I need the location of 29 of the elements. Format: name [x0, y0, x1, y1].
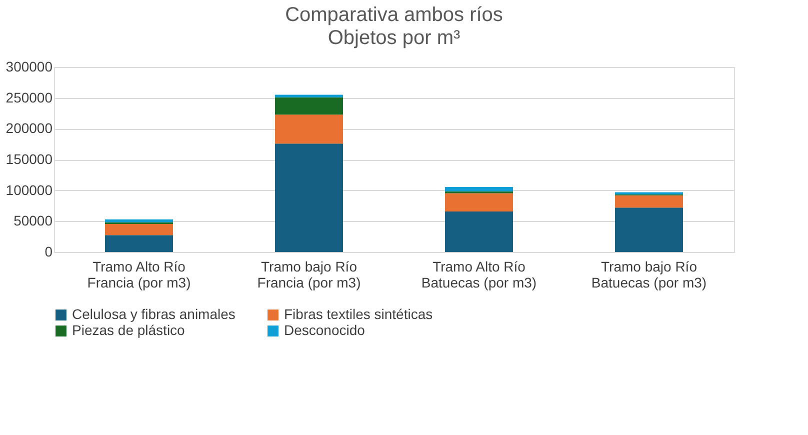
legend-label: Fibras textiles sintéticas: [284, 306, 433, 322]
legend-label: Piezas de plástico: [72, 322, 186, 338]
y-tick-label: 100000: [6, 182, 53, 198]
bar: [615, 208, 683, 252]
legend-label: Celulosa y fibras animales: [72, 306, 236, 322]
y-tick-label: 0: [44, 244, 53, 260]
chart-subtitle: Objetos por m³: [328, 27, 460, 49]
x-tick-label: Tramo Alto Río Batuecas (por m3): [421, 258, 537, 290]
legend-label: Desconocido: [284, 322, 366, 338]
y-tick-label: 300000: [6, 58, 53, 74]
chart-title: Comparativa ambos ríos: [285, 4, 503, 26]
bar: [275, 114, 343, 144]
y-tick-label: 150000: [6, 151, 53, 167]
bar: [275, 144, 343, 252]
bar: [445, 212, 513, 252]
x-tick-label: Tramo bajo Río Batuecas (por m3): [591, 258, 707, 290]
bar: [105, 219, 173, 222]
x-tick-label: Tramo bajo Río Francia (por m3): [257, 258, 361, 290]
y-tick-label: 50000: [14, 212, 53, 229]
y-tick-label: 250000: [6, 89, 53, 106]
bar: [105, 235, 173, 252]
bar: [105, 224, 173, 236]
x-tick-label: Tramo Alto Río Francia (por m3): [87, 258, 191, 290]
bar: [445, 187, 513, 192]
bar: [615, 195, 683, 208]
bar: [275, 97, 343, 115]
bar: [445, 193, 513, 212]
bar: [275, 94, 343, 98]
y-tick-label: 200000: [6, 120, 53, 136]
